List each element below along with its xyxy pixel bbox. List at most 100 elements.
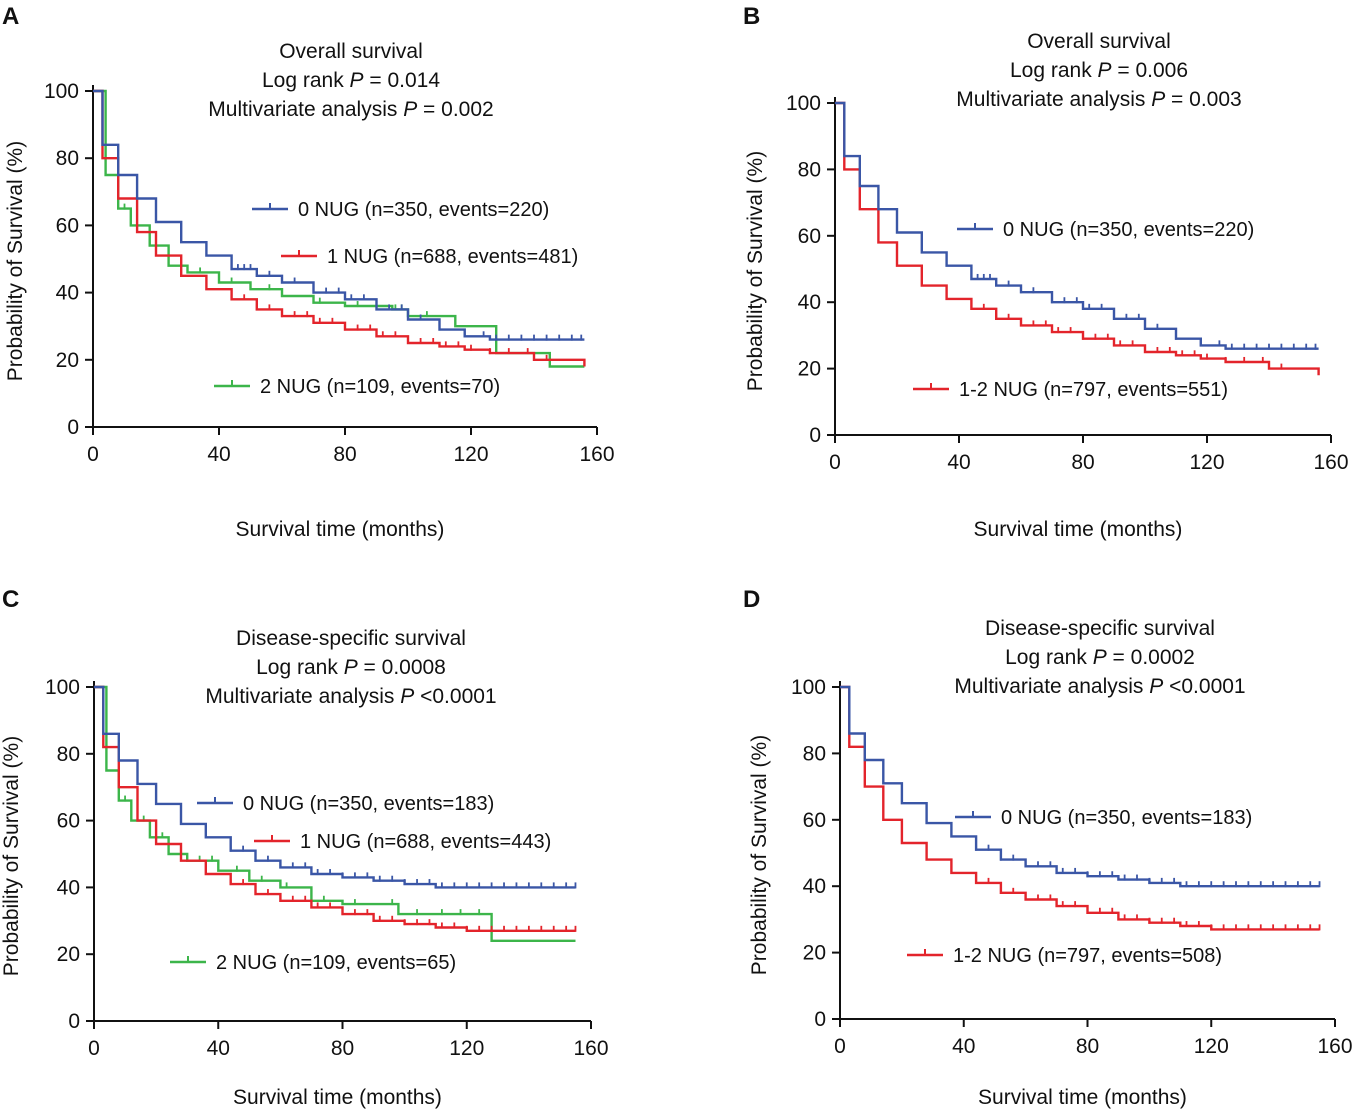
panel-c-legend-1-nug: 1 NUG (n=688, events=443): [254, 831, 551, 853]
panel-a-title-line-1: Overall survival: [279, 40, 423, 63]
panel-c-legend-1-nug-label: 1 NUG (n=688, events=443): [300, 831, 551, 853]
panel-b-series-1-2-nug: [835, 101, 1320, 376]
panel-c-series-0-nug: [94, 685, 577, 889]
panel-c-y-tick-label-60: 60: [57, 810, 80, 833]
panel-a-series-0-nug: [93, 89, 585, 341]
panel-c-x-tick-label-40: 40: [207, 1037, 230, 1060]
panel-d-y-tick-label-60: 60: [803, 809, 826, 832]
panel-c-series-2-nug-curve: [94, 685, 576, 942]
panel-b-y-tick-label-20: 20: [798, 358, 821, 381]
panel-c-title-line-1: Disease-specific survival: [236, 627, 466, 650]
panel-c-x-tick-label-0: 0: [88, 1037, 100, 1060]
panel-d-y-axis-label: Probability of Survival (%): [748, 735, 771, 975]
panel-b-legend-0-nug-label: 0 NUG (n=350, events=220): [1003, 219, 1254, 241]
panel-d-y-tick-label-20: 20: [803, 942, 826, 965]
panel-c-legend-2-nug: 2 NUG (n=109, events=65): [170, 952, 456, 974]
panel-a-x-tick-label-160: 160: [579, 443, 614, 466]
panel-b-x-axis-label: Survival time (months): [974, 518, 1183, 541]
panel-a-y-tick-label-40: 40: [56, 282, 79, 305]
panel-d-legend-0-nug: 0 NUG (n=350, events=183): [955, 807, 1252, 829]
panel-b-title-line-3: Multivariate analysis P = 0.003: [956, 88, 1241, 111]
panel-b-y-tick-label-0: 0: [809, 424, 821, 447]
panel-d-legend-0-nug-label: 0 NUG (n=350, events=183): [1001, 807, 1252, 829]
panel-a-y-tick-label-60: 60: [56, 214, 79, 237]
panel-d-x-axis-label: Survival time (months): [978, 1086, 1187, 1109]
panel-a-x-tick-label-80: 80: [333, 443, 356, 466]
panel-c-letter: C: [2, 586, 19, 613]
panel-d-y-tick-label-80: 80: [803, 742, 826, 765]
panel-a-letter: A: [2, 3, 19, 30]
panel-a-title-line-3: Multivariate analysis P = 0.002: [208, 98, 493, 121]
panel-a-series-2-nug: [93, 89, 585, 368]
panel-c-y-tick-label-20: 20: [57, 943, 80, 966]
panel-b-x-tick-label-80: 80: [1071, 451, 1094, 474]
panel-a-y-tick-label-80: 80: [56, 147, 79, 170]
panel-a-legend-0-nug-label: 0 NUG (n=350, events=220): [298, 199, 549, 221]
panel-a-x-tick-label-120: 120: [453, 443, 488, 466]
panel-a-series-0-nug-curve: [93, 89, 585, 341]
panel-b: B Overall survival Log rank P = 0.006 Multi…: [743, 3, 1349, 541]
panel-d-series-1-2-nug: [840, 685, 1321, 931]
panel-a-x-axis-label: Survival time (months): [236, 518, 445, 541]
panel-d-series-0-nug: [840, 685, 1321, 888]
panel-b-y-tick-label-100: 100: [786, 92, 821, 115]
panel-c-y-tick-label-80: 80: [57, 743, 80, 766]
panel-b-y-tick-label-60: 60: [798, 225, 821, 248]
panel-c-x-tick-label-80: 80: [331, 1037, 354, 1060]
panel-d-legend-1-2-nug: 1-2 NUG (n=797, events=508): [907, 945, 1222, 967]
panel-c-x-tick-label-120: 120: [449, 1037, 484, 1060]
panel-a-y-tick-label-20: 20: [56, 349, 79, 372]
panel-a-y-axis-label: Probability of Survival (%): [4, 141, 27, 381]
panel-c-y-axis-label: Probability of Survival (%): [0, 736, 23, 976]
panel-b-x-tick-label-160: 160: [1313, 451, 1348, 474]
panel-b-title-line-2: Log rank P = 0.006: [1010, 59, 1188, 82]
panel-a: A Overall survival Log rank P = 0.014 Multi…: [2, 3, 615, 541]
panel-b-legend-0-nug: 0 NUG (n=350, events=220): [957, 219, 1254, 241]
panel-b-letter: B: [743, 3, 760, 30]
panel-b-x-tick-label-0: 0: [829, 451, 841, 474]
panel-c-legend-2-nug-label: 2 NUG (n=109, events=65): [216, 952, 456, 974]
panel-b-title-line-1: Overall survival: [1027, 30, 1171, 53]
panel-c-legend-0-nug: 0 NUG (n=350, events=183): [197, 793, 494, 815]
panel-d-legend-1-2-nug-label: 1-2 NUG (n=797, events=508): [953, 945, 1222, 967]
panel-a-series-1-nug: [93, 89, 586, 367]
panel-d-letter: D: [743, 586, 760, 613]
panel-c-legend-0-nug-label: 0 NUG (n=350, events=183): [243, 793, 494, 815]
panel-a-series-1-nug-curve: [93, 89, 586, 367]
panel-b-y-axis-label: Probability of Survival (%): [744, 151, 767, 391]
panel-a-legend-0-nug: 0 NUG (n=350, events=220): [252, 199, 549, 221]
panel-a-legend-1-nug-label: 1 NUG (n=688, events=481): [327, 246, 578, 268]
panel-c-x-axis-label: Survival time (months): [233, 1086, 442, 1109]
panel-d-y-tick-label-40: 40: [803, 875, 826, 898]
panel-d-x-tick-label-40: 40: [952, 1035, 975, 1058]
panel-b-series-0-nug-curve: [835, 101, 1319, 350]
panel-d-x-tick-label-0: 0: [834, 1035, 846, 1058]
panel-c-y-tick-label-40: 40: [57, 876, 80, 899]
panel-a-legend-2-nug-label: 2 NUG (n=109, events=70): [260, 376, 500, 398]
panel-d-x-tick-label-80: 80: [1076, 1035, 1099, 1058]
panel-a-title-line-2: Log rank P = 0.014: [262, 69, 440, 92]
panel-a-series-2-nug-curve: [93, 89, 585, 368]
panel-d-y-tick-label-0: 0: [814, 1008, 826, 1031]
panel-c-y-tick-label-0: 0: [68, 1010, 80, 1033]
panel-d-x-tick-label-120: 120: [1194, 1035, 1229, 1058]
panel-a-y-tick-label-100: 100: [44, 80, 79, 103]
panel-d-title-line-3: Multivariate analysis P <0.0001: [954, 675, 1245, 698]
panel-a-y-tick-label-0: 0: [67, 416, 79, 439]
panel-b-x-tick-label-120: 120: [1189, 451, 1224, 474]
panel-c-x-tick-label-160: 160: [573, 1037, 608, 1060]
panel-c-series-0-nug-curve: [94, 685, 576, 889]
panel-a-legend-1-nug: 1 NUG (n=688, events=481): [281, 246, 578, 268]
panel-d: D Disease-specific survival Log rank P = 0…: [743, 586, 1353, 1109]
panel-a-x-tick-label-0: 0: [87, 443, 99, 466]
panel-d-series-0-nug-curve: [840, 685, 1320, 888]
panel-c: C Disease-specific survival Log rank P = 0…: [0, 586, 609, 1109]
panel-d-y-tick-label-100: 100: [791, 676, 826, 699]
panel-c-title-line-3: Multivariate analysis P <0.0001: [205, 685, 496, 708]
panel-b-legend-1-2-nug-label: 1-2 NUG (n=797, events=551): [959, 379, 1228, 401]
panel-a-legend-2-nug: 2 NUG (n=109, events=70): [214, 376, 500, 398]
panel-c-series-1-nug: [94, 685, 577, 932]
panel-b-x-tick-label-40: 40: [947, 451, 970, 474]
panel-b-legend-1-2-nug: 1-2 NUG (n=797, events=551): [913, 379, 1228, 401]
